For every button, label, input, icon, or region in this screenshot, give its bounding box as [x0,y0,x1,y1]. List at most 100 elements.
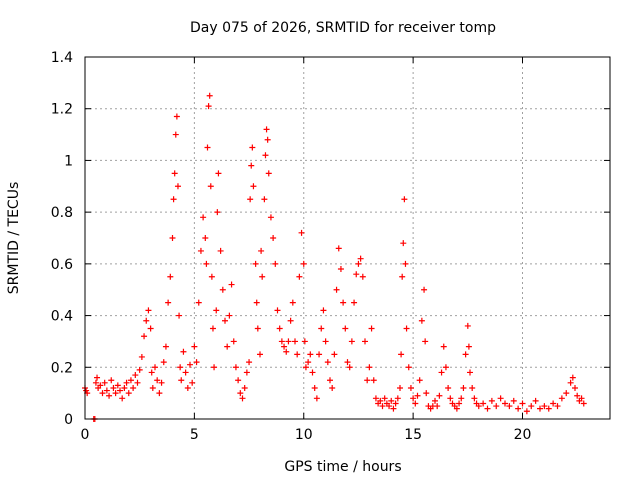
data-point [399,273,406,280]
data-point [305,359,312,366]
data-point [480,400,487,407]
data-point [348,338,355,345]
data-point [292,338,298,345]
data-point [215,170,222,177]
data-point [204,144,211,151]
data-point [316,351,323,358]
data-point [174,183,181,190]
data-point [335,245,342,252]
data-point [258,247,265,254]
data-point [130,384,137,391]
data-point [484,405,491,412]
data-point [467,369,473,376]
data-point [313,395,320,402]
data-point [272,260,279,267]
data-point [355,260,362,267]
data-point [147,325,154,332]
data-point [397,384,403,391]
data-point [265,170,272,177]
data-point [407,384,414,391]
data-point [515,405,522,412]
x-tick-label: 0 [81,427,90,443]
data-point [99,390,106,397]
data-point [177,364,184,371]
data-point [138,353,145,360]
data-point [460,384,467,391]
y-tick-label: 1.2 [51,102,73,118]
data-point [171,170,178,177]
data-point [209,325,216,332]
data-point [160,359,167,366]
data-point [254,325,261,332]
data-point [471,395,478,402]
data-point [329,384,336,391]
data-point [436,392,443,399]
data-point [154,377,161,384]
data-point [362,338,368,345]
data-point [184,384,191,391]
data-point [412,400,419,407]
data-point [287,317,294,324]
data-point [241,384,248,391]
data-point [143,317,150,324]
data-point [247,196,254,203]
data-point [239,395,246,402]
data-point [422,338,429,345]
data-point [294,351,301,358]
data-point [162,343,169,350]
data-point [298,229,305,236]
data-point [327,377,333,384]
data-point [246,359,253,366]
data-point [257,351,263,358]
data-point [270,235,277,241]
data-point [261,196,268,203]
y-tick-label: 0.2 [51,360,73,376]
data-point [421,286,428,293]
data-point [340,299,347,306]
data-point [545,405,552,412]
data-point [392,400,399,407]
y-axis-label: SRMTID / TECUs [6,182,22,295]
data-point [438,369,445,376]
data-point [158,379,165,386]
data-point [176,312,183,319]
data-point [187,361,193,368]
data-point [311,384,318,391]
data-point [259,273,266,280]
data-point [262,152,269,159]
data-point [532,397,539,404]
data-point [403,325,410,332]
data-point [445,384,452,391]
data-point [278,338,285,345]
data-point [550,400,557,407]
data-point [283,348,290,355]
data-point [359,273,366,280]
data-point [149,384,156,391]
data-point [203,260,210,267]
data-point [401,196,408,203]
axis-ticks: 0 5 10 15 20 0 0.2 0.4 0.6 0.8 1 1.2 1.4 [51,50,610,443]
data-point [442,364,449,371]
data-point [320,307,327,314]
data-point [92,379,99,386]
data-point [114,382,121,389]
data-point [182,369,189,376]
data-point [333,286,340,293]
y-tick-label: 0.4 [51,309,73,325]
data-point [267,214,274,221]
data-point [388,397,395,404]
data-point [318,325,325,332]
data-point [423,390,430,397]
data-point [523,408,530,415]
data-point [405,364,412,371]
data-point [400,240,407,247]
data-point [528,403,535,410]
data-point [416,377,423,384]
data-point [351,299,358,306]
data-point [224,343,231,350]
data-point [493,403,500,410]
data-point [368,325,375,332]
data-point [197,247,204,254]
data-point [235,377,242,384]
data-point [418,317,425,324]
